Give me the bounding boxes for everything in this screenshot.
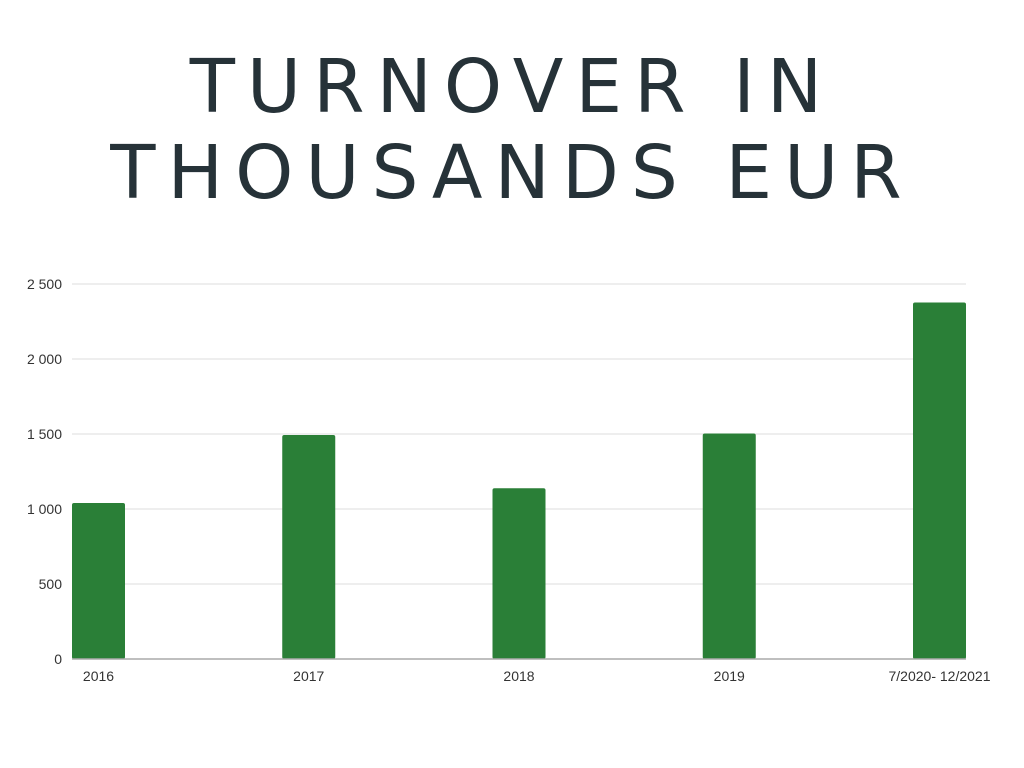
bar [702,433,756,659]
y-tick-label: 500 [39,576,63,592]
bars [72,302,966,659]
tick-labels: 0 500 1 000 1 500 2 000 2 500 2016 2017 2018 2019… [27,276,991,684]
bar [492,488,546,659]
y-tick-label: 0 [54,651,62,667]
chart-title: TURNOVER IN THOUSANDS EUR [0,44,1024,216]
x-tick-label: 2016 [83,668,114,684]
x-tick-label: 2017 [293,668,324,684]
y-tick-label: 1 500 [27,426,62,442]
x-tick-label: 2019 [714,668,745,684]
y-tick-label: 1 000 [27,501,62,517]
bar [72,503,125,659]
chart-title-line-2: THOUSANDS EUR [110,130,914,216]
y-tick-label: 2 000 [27,351,62,367]
y-tick-label: 2 500 [27,276,62,292]
bar [282,435,336,659]
x-tick-label: 7/2020- 12/2021 [889,668,991,684]
chart-title-line-1: TURNOVER IN [189,44,835,130]
bar [913,302,966,659]
x-tick-label: 2018 [503,668,534,684]
